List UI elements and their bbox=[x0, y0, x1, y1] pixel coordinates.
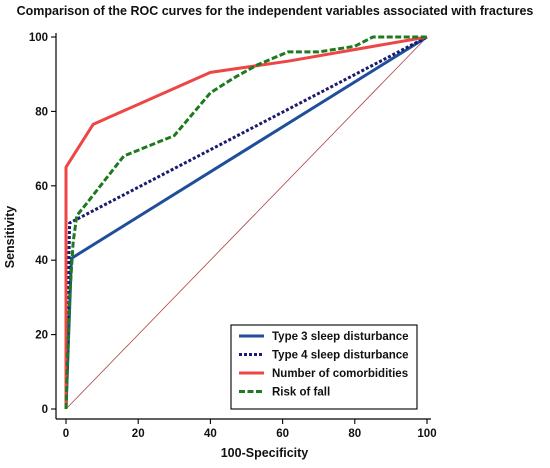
reference-diagonal-line bbox=[65, 36, 428, 410]
legend-label: Number of comorbidities bbox=[272, 368, 408, 380]
y-tick-label: 80 bbox=[35, 106, 48, 118]
y-tick-label: 60 bbox=[35, 181, 48, 193]
x-tick-label: 0 bbox=[63, 428, 69, 440]
x-tick-label: 100 bbox=[417, 428, 436, 440]
y-tick-label: 0 bbox=[42, 404, 48, 416]
y-tick-label: 40 bbox=[35, 255, 48, 267]
legend-label: Type 4 sleep disturbance bbox=[272, 350, 409, 362]
y-axis-title: Sensitivity bbox=[3, 206, 17, 269]
x-axis-title: 100-Specificity bbox=[221, 446, 309, 460]
x-tick-label: 20 bbox=[132, 428, 145, 440]
series-line-2 bbox=[64, 35, 428, 409]
y-tick-label: 20 bbox=[35, 330, 48, 342]
x-tick-label: 40 bbox=[204, 428, 217, 440]
chart-title: Comparison of the ROC curves for the ind… bbox=[16, 4, 534, 18]
legend-label: Type 3 sleep disturbance bbox=[272, 331, 409, 343]
plot-frame bbox=[55, 33, 431, 420]
legend: Type 3 sleep disturbance Type 4 sleep dis… bbox=[230, 324, 418, 410]
x-tick-label: 80 bbox=[348, 428, 361, 440]
series-line-3 bbox=[64, 35, 427, 410]
reference-layer bbox=[65, 36, 428, 410]
series-layer bbox=[64, 35, 428, 410]
x-tick-label: 60 bbox=[276, 428, 289, 440]
x-axis: 0 20 40 60 80 100 bbox=[63, 419, 437, 440]
y-tick-label: 100 bbox=[29, 32, 48, 44]
legend-box bbox=[230, 324, 418, 410]
legend-label: Risk of fall bbox=[272, 387, 330, 399]
y-axis: 0 20 40 60 80 100 bbox=[29, 32, 56, 416]
